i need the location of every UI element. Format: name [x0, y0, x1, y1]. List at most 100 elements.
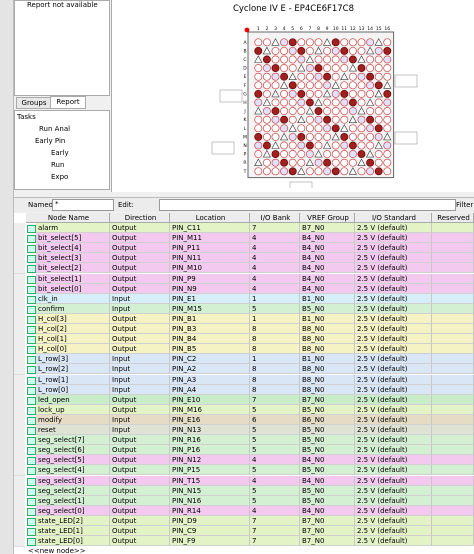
table-cell[interactable]: state_LED[0] [36, 536, 110, 547]
table-cell[interactable] [432, 273, 474, 284]
table-cell[interactable] [432, 526, 474, 536]
table-cell[interactable]: Input [110, 425, 170, 435]
table-cell[interactable]: 2.5 V (default) [355, 505, 432, 516]
table-cell[interactable]: 1 [250, 354, 300, 365]
table-cell[interactable]: 4 [250, 233, 300, 244]
table-cell[interactable]: clk_in [36, 293, 110, 304]
table-cell[interactable] [432, 404, 474, 415]
table-cell[interactable]: B7_N0 [300, 515, 355, 526]
table-cell[interactable]: PIN_A4 [170, 384, 250, 395]
table-cell[interactable]: Input [110, 414, 170, 425]
table-cell[interactable]: Input [110, 374, 170, 385]
table-cell[interactable]: B8_N0 [300, 374, 355, 385]
table-cell[interactable]: B1_N0 [300, 354, 355, 365]
table-cell[interactable]: B8_N0 [300, 344, 355, 355]
table-cell[interactable] [432, 414, 474, 425]
table-cell[interactable]: B4_N0 [300, 273, 355, 284]
table-cell[interactable]: 2.5 V (default) [355, 465, 432, 476]
table-cell[interactable]: 2.5 V (default) [355, 263, 432, 274]
table-cell[interactable]: PIN_N15 [170, 485, 250, 496]
table-cell[interactable]: PIN_B1 [170, 313, 250, 324]
table-cell[interactable]: B5_N0 [300, 425, 355, 435]
table-cell[interactable]: Output [110, 344, 170, 355]
table-cell[interactable]: PIN_C2 [170, 354, 250, 365]
table-cell[interactable]: 7 [250, 536, 300, 547]
table-cell[interactable] [432, 465, 474, 476]
table-cell[interactable] [432, 364, 474, 375]
table-cell[interactable] [432, 334, 474, 345]
table-cell[interactable]: 2.5 V (default) [355, 293, 432, 304]
table-cell[interactable]: 2.5 V (default) [355, 223, 432, 233]
table-cell[interactable]: Output [110, 536, 170, 547]
table-cell[interactable]: 6 [250, 414, 300, 425]
table-cell[interactable]: bit_select[2] [36, 263, 110, 274]
table-cell[interactable]: PIN_E10 [170, 394, 250, 405]
table-cell[interactable] [432, 313, 474, 324]
table-cell[interactable]: B4_N0 [300, 455, 355, 466]
table-cell[interactable]: seg_select[2] [36, 485, 110, 496]
task-item[interactable]: Run Anal [39, 125, 71, 133]
table-cell[interactable]: Output [110, 253, 170, 264]
table-cell[interactable]: L_row[0] [36, 384, 110, 395]
table-cell[interactable]: B8_N0 [300, 384, 355, 395]
table-cell[interactable]: Output [110, 435, 170, 446]
table-cell[interactable]: PIN_D9 [170, 515, 250, 526]
table-cell[interactable]: PIN_C9 [170, 526, 250, 536]
table-cell[interactable]: 2.5 V (default) [355, 233, 432, 244]
table-cell[interactable]: PIN_P15 [170, 465, 250, 476]
table-cell[interactable]: B5_N0 [300, 485, 355, 496]
table-cell[interactable]: 2.5 V (default) [355, 414, 432, 425]
table-cell[interactable] [432, 303, 474, 314]
table-cell[interactable]: 2.5 V (default) [355, 435, 432, 446]
table-cell[interactable] [432, 283, 474, 294]
table-cell[interactable] [432, 374, 474, 385]
table-cell[interactable]: PIN_E1 [170, 293, 250, 304]
table-cell[interactable]: Output [110, 465, 170, 476]
table-cell[interactable]: PIN_R16 [170, 435, 250, 446]
table-cell[interactable]: 2.5 V (default) [355, 303, 432, 314]
table-cell[interactable]: Output [110, 283, 170, 294]
table-cell[interactable]: Output [110, 515, 170, 526]
table-cell[interactable]: 2.5 V (default) [355, 495, 432, 506]
table-cell[interactable]: 7 [250, 526, 300, 536]
table-cell[interactable] [432, 344, 474, 355]
table-cell[interactable] [432, 223, 474, 233]
table-cell[interactable] [432, 445, 474, 456]
table-cell[interactable]: 2.5 V (default) [355, 283, 432, 294]
table-cell[interactable]: B8_N0 [300, 364, 355, 375]
table-cell[interactable]: state_LED[1] [36, 526, 110, 536]
table-cell[interactable]: 2.5 V (default) [355, 485, 432, 496]
table-cell[interactable]: 5 [250, 435, 300, 446]
table-cell[interactable]: L_row[1] [36, 374, 110, 385]
table-cell[interactable]: 2.5 V (default) [355, 404, 432, 415]
table-cell[interactable]: Output [110, 445, 170, 456]
table-cell[interactable]: PIN_E16 [170, 414, 250, 425]
table-cell[interactable]: 5 [250, 425, 300, 435]
table-cell[interactable] [432, 324, 474, 334]
table-cell[interactable]: PIN_B4 [170, 334, 250, 345]
table-cell[interactable]: 2.5 V (default) [355, 455, 432, 466]
table-cell[interactable]: 2.5 V (default) [355, 334, 432, 345]
table-cell[interactable]: 2.5 V (default) [355, 425, 432, 435]
table-cell[interactable]: PIN_R14 [170, 505, 250, 516]
table-cell[interactable] [432, 293, 474, 304]
table-cell[interactable]: 2.5 V (default) [355, 515, 432, 526]
table-cell[interactable]: 4 [250, 475, 300, 486]
edit-input[interactable] [159, 199, 456, 211]
table-cell[interactable]: B4_N0 [300, 263, 355, 274]
table-cell[interactable]: 5 [250, 495, 300, 506]
table-cell[interactable] [432, 475, 474, 486]
table-cell[interactable]: H_col[0] [36, 344, 110, 355]
table-cell[interactable]: bit_select[0] [36, 283, 110, 294]
table-cell[interactable]: PIN_M15 [170, 303, 250, 314]
task-item[interactable]: Expo [51, 173, 69, 181]
table-cell[interactable]: PIN_B3 [170, 324, 250, 334]
table-cell[interactable]: 4 [250, 253, 300, 264]
table-cell[interactable]: Input [110, 293, 170, 304]
table-cell[interactable]: 4 [250, 243, 300, 254]
table-cell[interactable]: 2.5 V (default) [355, 364, 432, 375]
table-cell[interactable] [432, 253, 474, 264]
table-cell[interactable]: 2.5 V (default) [355, 384, 432, 395]
table-cell[interactable]: B7_N0 [300, 394, 355, 405]
table-cell[interactable]: 2.5 V (default) [355, 273, 432, 284]
